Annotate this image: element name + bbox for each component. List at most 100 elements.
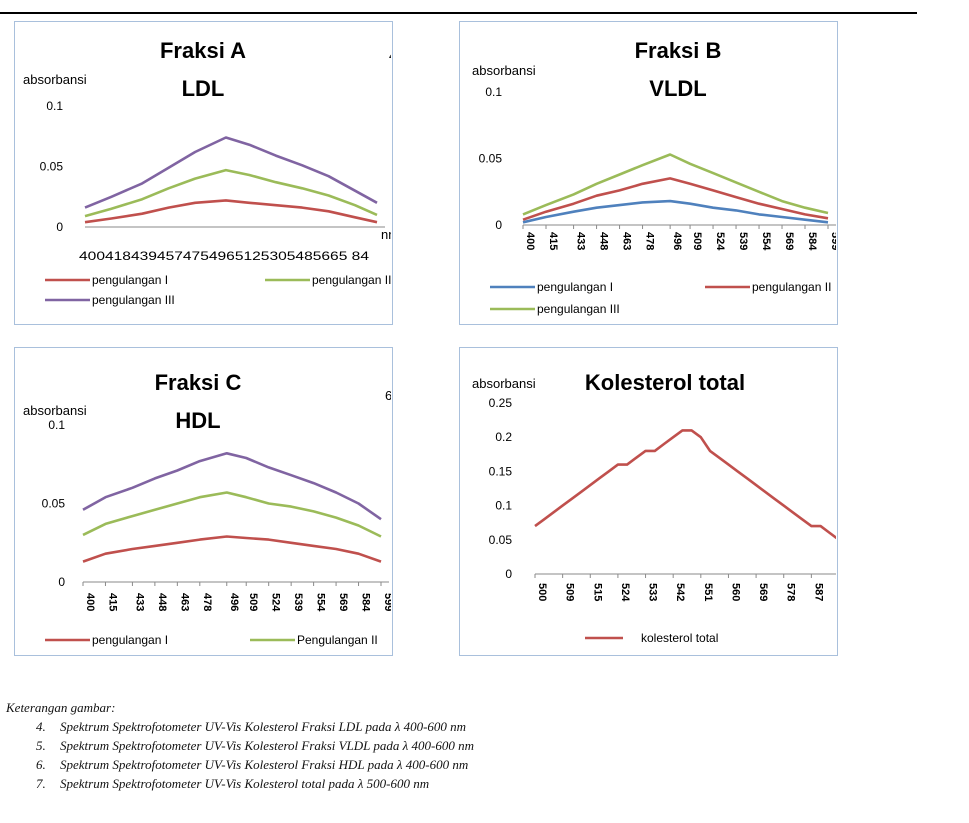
x-tick-label: 463 (178, 593, 190, 611)
y-tick-label: 0 (505, 567, 512, 581)
y-tick-label: 0.2 (495, 430, 512, 444)
y-tick-label: 0.1 (485, 85, 502, 99)
x-tick-label: 584 (360, 593, 372, 612)
x-tick-label: 500 (536, 583, 548, 601)
x-tick-label: 539 (292, 593, 304, 611)
x-tick-label: 515 (591, 583, 603, 601)
x-tick-label: 463 (621, 232, 633, 250)
x-tick-labels: 4004184394574754965125305485665 84 (79, 249, 369, 263)
x-tick-label: 554 (315, 593, 327, 612)
legend-label: pengulangan III (92, 293, 175, 307)
x-tick-label: 533 (647, 583, 659, 601)
series-line-3 (522, 153, 829, 216)
legend-label: pengulangan II (752, 280, 831, 294)
chart-ldl: Fraksi A LDL 4 absorbansi nm 0.1 0.05 0 40041843… (23, 38, 391, 307)
series-line-1 (534, 429, 836, 540)
y-tick-label: 0.1 (46, 99, 63, 113)
y-tick-label: 0.05 (479, 152, 503, 166)
x-tick-label: 448 (156, 593, 168, 611)
x-tick-label: 415 (547, 232, 559, 250)
x-tick-label: 524 (714, 232, 726, 251)
y-tick-label: 0 (495, 218, 502, 232)
y-axis-label: absorbansi (23, 403, 87, 418)
caption-item-7: 7. Spektrum Spektrofotometer UV-Vis Koles… (36, 776, 429, 792)
x-tick-label: 524 (270, 593, 282, 612)
x-tick-label: 433 (575, 232, 587, 250)
x-tick-label: 496 (228, 593, 240, 611)
caption-text: Spektrum Spektrofotometer UV-Vis Koleste… (60, 738, 475, 753)
x-tick-label: 542 (674, 583, 686, 601)
x-tick-label: 478 (644, 232, 656, 250)
y-tick-label: 0.05 (42, 497, 66, 511)
caption-text: Spektrum Spektrofotometer UV-Vis Koleste… (60, 776, 430, 791)
x-tick-label: 539 (737, 232, 749, 250)
x-tick-label: 509 (564, 583, 576, 601)
x-tick-label: 509 (691, 232, 703, 250)
x-tick-label: 415 (106, 593, 118, 611)
y-tick-label: 0 (58, 575, 65, 589)
y-tick-label: 0.05 (489, 533, 513, 547)
legend-label: pengulangan III (537, 302, 620, 316)
legend-label: Pengulangan II (297, 633, 378, 647)
caption-title: Keterangan gambar: (6, 700, 116, 715)
chart-vldl: Fraksi BVLDL5absorbansinm0.10.0504004154… (472, 38, 836, 316)
chart-panel-ldl: Fraksi A LDL 4 absorbansi nm 0.1 0.05 0 40041843… (14, 21, 393, 325)
chart-title: Fraksi A (160, 38, 246, 63)
legend-label: pengulangan I (92, 273, 168, 287)
caption-number: 6. (36, 757, 46, 772)
caption-item-4: 4. Spektrum Spektrofotometer UV-Vis Koles… (36, 719, 466, 735)
x-tick-label: 400 (524, 232, 536, 250)
legend-label: kolesterol total (641, 631, 718, 645)
x-tick-label: 551 (702, 583, 714, 601)
caption-number: 7. (36, 776, 46, 791)
x-tick-label: 587 (812, 583, 824, 601)
caption-text: Spektrum Spektrofotometer UV-Vis Koleste… (60, 757, 469, 772)
x-tick-label: 569 (783, 232, 795, 250)
x-tick-label: 584 (806, 232, 818, 251)
caption-item-5: 5. Spektrum Spektrofotometer UV-Vis Koles… (36, 738, 474, 754)
x-tick-label: 578 (785, 583, 797, 601)
series-line-1 (84, 199, 378, 224)
chart-subtitle: HDL (175, 408, 220, 433)
legend-label: pengulangan I (92, 633, 168, 647)
legend-label: pengulangan II (312, 273, 391, 287)
y-tick-label: 0.05 (40, 160, 64, 174)
y-axis-label: absorbansi (472, 63, 536, 78)
y-tick-label: 0.15 (489, 464, 513, 478)
figure-number: 6 (385, 388, 391, 403)
x-tick-label: 524 (619, 583, 631, 602)
chart-title: Kolesterol total (585, 370, 745, 395)
figure-number: 4 (389, 48, 391, 63)
series-line-3 (84, 136, 378, 209)
legend-label: pengulangan I (537, 280, 613, 294)
chart-hdl: Fraksi CHDL6absorbansinm0.10.05040041543… (23, 370, 391, 647)
chart-title: Fraksi C (155, 370, 242, 395)
y-axis-label: absorbansi (23, 72, 87, 87)
chart-subtitle: VLDL (649, 76, 706, 101)
chart-panel-vldl: Fraksi BVLDL5absorbansinm0.10.0504004154… (459, 21, 838, 325)
top-rule (0, 12, 917, 14)
y-tick-label: 0.25 (489, 396, 513, 410)
series-line-2 (82, 491, 382, 538)
x-tick-label: 560 (729, 583, 741, 601)
y-tick-label: 0.1 (495, 499, 512, 513)
caption-number: 5. (36, 738, 46, 753)
x-tick-label: 448 (598, 232, 610, 250)
y-tick-label: 0.1 (48, 418, 65, 432)
series-line-3 (82, 452, 382, 521)
x-tick-label: 478 (201, 593, 213, 611)
chart-panel-total: Kolesterol total7absorbansinm0.250.20.15… (459, 347, 838, 656)
x-tick-label: 496 (671, 232, 683, 250)
x-tick-label: 433 (133, 593, 145, 611)
chart-total: Kolesterol total7absorbansinm0.250.20.15… (472, 370, 836, 645)
x-tick-label: 599 (382, 593, 391, 611)
series-line-1 (522, 199, 829, 224)
x-tick-label: 599 (829, 232, 836, 250)
y-axis-label: absorbansi (472, 376, 536, 391)
chart-subtitle: LDL (182, 76, 225, 101)
chart-panel-hdl: Fraksi CHDL6absorbansinm0.10.05040041543… (14, 347, 393, 656)
x-tick-label: 400 (84, 593, 96, 611)
x-tick-label: 509 (247, 593, 259, 611)
series-line-2 (84, 168, 378, 218)
x-axis-unit: nm (381, 227, 391, 242)
